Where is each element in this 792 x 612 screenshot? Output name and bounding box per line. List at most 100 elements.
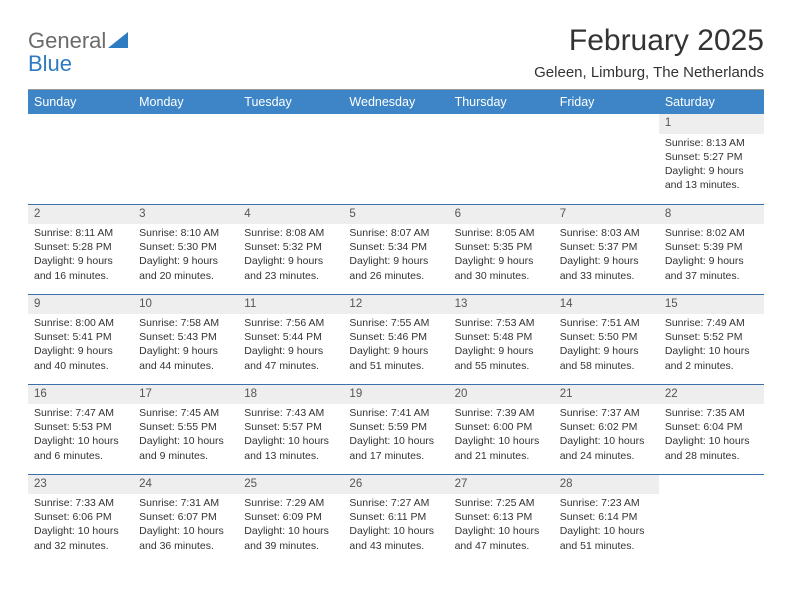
cell-body: Sunrise: 7:43 AMSunset: 5:57 PMDaylight:… [238,404,343,467]
sunset-text: Sunset: 6:06 PM [34,510,127,524]
sunrise-text: Sunrise: 7:49 AM [665,316,758,330]
daylight-text: Daylight: 10 hours and 39 minutes. [244,524,337,552]
calendar-row: 9Sunrise: 8:00 AMSunset: 5:41 PMDaylight… [28,294,764,384]
daylight-text: Daylight: 9 hours and 33 minutes. [560,254,653,282]
sunset-text: Sunset: 6:02 PM [560,420,653,434]
calendar-cell: 1Sunrise: 8:13 AMSunset: 5:27 PMDaylight… [659,114,764,204]
cell-body: Sunrise: 7:37 AMSunset: 6:02 PMDaylight:… [554,404,659,467]
calendar-cell: 19Sunrise: 7:41 AMSunset: 5:59 PMDayligh… [343,384,448,474]
sunset-text: Sunset: 6:11 PM [349,510,442,524]
daylight-text: Daylight: 9 hours and 37 minutes. [665,254,758,282]
sunset-text: Sunset: 5:55 PM [139,420,232,434]
cell-body [554,134,659,140]
calendar-cell: 23Sunrise: 7:33 AMSunset: 6:06 PMDayligh… [28,474,133,564]
day-number: 20 [449,385,554,405]
month-title: February 2025 [534,24,764,58]
sunset-text: Sunset: 5:52 PM [665,330,758,344]
day-number: 27 [449,475,554,495]
cell-body: Sunrise: 7:51 AMSunset: 5:50 PMDaylight:… [554,314,659,377]
weekday-header: Saturday [659,90,764,114]
calendar-cell: 27Sunrise: 7:25 AMSunset: 6:13 PMDayligh… [449,474,554,564]
sunset-text: Sunset: 5:44 PM [244,330,337,344]
daylight-text: Daylight: 9 hours and 16 minutes. [34,254,127,282]
daylight-text: Daylight: 9 hours and 44 minutes. [139,344,232,372]
cell-body: Sunrise: 7:25 AMSunset: 6:13 PMDaylight:… [449,494,554,557]
sunset-text: Sunset: 6:07 PM [139,510,232,524]
calendar-cell: 9Sunrise: 8:00 AMSunset: 5:41 PMDaylight… [28,294,133,384]
calendar-cell: 13Sunrise: 7:53 AMSunset: 5:48 PMDayligh… [449,294,554,384]
logo-text-general: General [28,28,106,53]
day-number: 23 [28,475,133,495]
cell-body: Sunrise: 7:29 AMSunset: 6:09 PMDaylight:… [238,494,343,557]
cell-body: Sunrise: 7:39 AMSunset: 6:00 PMDaylight:… [449,404,554,467]
calendar-row: 16Sunrise: 7:47 AMSunset: 5:53 PMDayligh… [28,384,764,474]
day-number: 17 [133,385,238,405]
day-number: 1 [659,114,764,134]
cell-body: Sunrise: 7:23 AMSunset: 6:14 PMDaylight:… [554,494,659,557]
day-number: 10 [133,295,238,315]
calendar-row: 23Sunrise: 7:33 AMSunset: 6:06 PM Dayligh… [28,474,764,564]
sunrise-text: Sunrise: 7:33 AM [34,496,127,510]
weekday-header: Tuesday [238,90,343,114]
day-number: 21 [554,385,659,405]
sunset-text: Sunset: 6:13 PM [455,510,548,524]
sunrise-text: Sunrise: 7:27 AM [349,496,442,510]
header: General Blue February 2025 Geleen, Limbu… [28,24,764,81]
daylight-text: Daylight: 9 hours and 26 minutes. [349,254,442,282]
sunset-text: Sunset: 5:43 PM [139,330,232,344]
sunrise-text: Sunrise: 7:45 AM [139,406,232,420]
sunrise-text: Sunrise: 8:07 AM [349,226,442,240]
calendar-cell: 22Sunrise: 7:35 AMSunset: 6:04 PMDayligh… [659,384,764,474]
sunrise-text: Sunrise: 7:56 AM [244,316,337,330]
calendar-cell: 18Sunrise: 7:43 AMSunset: 5:57 PMDayligh… [238,384,343,474]
calendar-cell: 25Sunrise: 7:29 AMSunset: 6:09 PMDayligh… [238,474,343,564]
cell-body: Sunrise: 7:27 AMSunset: 6:11 PMDaylight:… [343,494,448,557]
daylight-text: Daylight: 10 hours and 28 minutes. [665,434,758,462]
daylight-text: Daylight: 9 hours and 51 minutes. [349,344,442,372]
day-number: 11 [238,295,343,315]
cell-body [343,134,448,140]
daylight-text: Daylight: 10 hours and 43 minutes. [349,524,442,552]
sunset-text: Sunset: 5:28 PM [34,240,127,254]
calendar-cell: 6Sunrise: 8:05 AMSunset: 5:35 PMDaylight… [449,204,554,294]
sunset-text: Sunset: 5:46 PM [349,330,442,344]
sunrise-text: Sunrise: 7:47 AM [34,406,127,420]
calendar-cell: 15Sunrise: 7:49 AMSunset: 5:52 PMDayligh… [659,294,764,384]
sunrise-text: Sunrise: 7:55 AM [349,316,442,330]
daylight-text: Daylight: 10 hours and 13 minutes. [244,434,337,462]
calendar-cell: 4Sunrise: 8:08 AMSunset: 5:32 PMDaylight… [238,204,343,294]
sunrise-text: Sunrise: 7:58 AM [139,316,232,330]
sunset-text: Sunset: 5:37 PM [560,240,653,254]
daylight-text: Daylight: 10 hours and 51 minutes. [560,524,653,552]
daylight-text: Daylight: 9 hours and 40 minutes. [34,344,127,372]
sunset-text: Sunset: 5:34 PM [349,240,442,254]
day-number: 4 [238,205,343,225]
weekday-header: Thursday [449,90,554,114]
daylight-text: Daylight: 9 hours and 23 minutes. [244,254,337,282]
calendar-cell: 3Sunrise: 8:10 AMSunset: 5:30 PMDaylight… [133,204,238,294]
cell-body: Sunrise: 7:47 AMSunset: 5:53 PMDaylight:… [28,404,133,467]
sunrise-text: Sunrise: 7:23 AM [560,496,653,510]
daylight-text: Daylight: 9 hours and 55 minutes. [455,344,548,372]
calendar-row: 2Sunrise: 8:11 AMSunset: 5:28 PMDaylight… [28,204,764,294]
day-number: 22 [659,385,764,405]
sunrise-text: Sunrise: 8:02 AM [665,226,758,240]
day-number: 26 [343,475,448,495]
sunrise-text: Sunrise: 7:29 AM [244,496,337,510]
calendar-cell: 2Sunrise: 8:11 AMSunset: 5:28 PMDaylight… [28,204,133,294]
daylight-text: Daylight: 10 hours and 6 minutes. [34,434,127,462]
sunrise-text: Sunrise: 8:10 AM [139,226,232,240]
cell-body: Sunrise: 8:00 AMSunset: 5:41 PMDaylight:… [28,314,133,377]
day-number: 18 [238,385,343,405]
logo-text-block: General Blue [28,30,130,76]
cell-body: Sunrise: 7:41 AMSunset: 5:59 PMDaylight:… [343,404,448,467]
cell-body: Sunrise: 8:08 AMSunset: 5:32 PMDaylight:… [238,224,343,287]
sunset-text: Sunset: 5:30 PM [139,240,232,254]
cell-body: Sunrise: 8:13 AMSunset: 5:27 PMDaylight:… [659,134,764,197]
daylight-text: Daylight: 9 hours and 47 minutes. [244,344,337,372]
day-number: 8 [659,205,764,225]
sunrise-text: Sunrise: 7:39 AM [455,406,548,420]
daylight-text: Daylight: 10 hours and 17 minutes. [349,434,442,462]
calendar-cell: 7Sunrise: 8:03 AMSunset: 5:37 PMDaylight… [554,204,659,294]
sunrise-text: Sunrise: 7:43 AM [244,406,337,420]
